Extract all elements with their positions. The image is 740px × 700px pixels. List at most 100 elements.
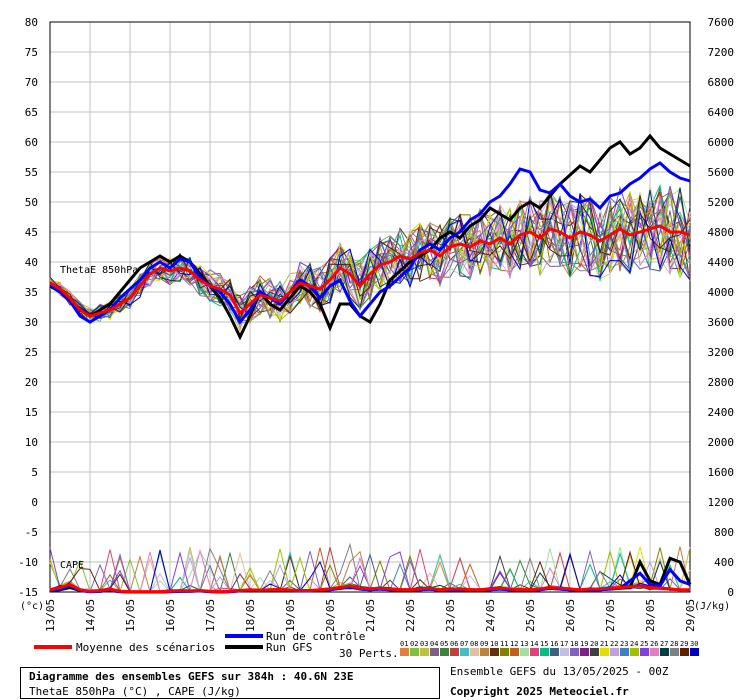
date-label: 21/05 [364,599,377,632]
date-label: 24/05 [484,599,497,632]
right-tick-label: 7600 [708,16,735,29]
left-tick-label: 75 [25,46,38,59]
perturbation-number: 10 [490,640,499,648]
perturbation-number: 06 [450,640,459,648]
perturbation-swatch [590,648,599,656]
title-box: Diagramme des ensembles GEFS sur 384h : … [20,667,440,699]
left-tick-label: 60 [25,136,38,149]
right-tick-label: 6400 [708,106,735,119]
date-label: 20/05 [324,599,337,632]
perturbation-number: 09 [480,640,489,648]
control-swatch [225,634,263,638]
perturbation-swatches [400,648,700,656]
perturbation-number: 11 [500,640,509,648]
right-tick-label: 2800 [708,376,735,389]
perturbation-number: 13 [520,640,529,648]
perturbation-number: 20 [590,640,599,648]
perturbation-number: 19 [580,640,589,648]
perturbation-thetae-line [49,193,691,323]
thetae-annotation: ThetaE 850hPa [60,265,138,276]
date-label: 18/05 [244,599,257,632]
date-label: 19/05 [284,599,297,632]
date-label: 29/05 [684,599,697,632]
left-tick-label: -5 [25,526,38,539]
perturbation-swatch [470,648,479,656]
perturbation-swatch [500,648,509,656]
left-tick-label: 55 [25,166,38,179]
right-tick-label: 5600 [708,166,735,179]
left-tick-label: 30 [25,316,38,329]
perturbation-number: 04 [430,640,439,648]
perturbation-number: 03 [420,640,429,648]
date-label: 27/05 [604,599,617,632]
right-axis-ticks: 7600720068006400600056005200480044004000… [708,16,735,599]
perturbation-number: 08 [470,640,479,648]
perturbation-number: 30 [690,640,699,648]
left-tick-label: 65 [25,106,38,119]
date-label: 14/05 [84,599,97,632]
perturbation-swatch [400,648,409,656]
perturbation-number: 17 [560,640,569,648]
run-info: Ensemble GEFS du 13/05/2025 - 00Z [450,665,669,678]
right-tick-label: 4400 [708,256,735,269]
left-tick-label: 80 [25,16,38,29]
mean-swatch [34,645,72,649]
right-tick-label: 4000 [708,286,735,299]
copyright: Copyright 2025 Meteociel.fr [450,685,629,698]
perturbation-swatch [420,648,429,656]
perturbation-swatch [540,648,549,656]
date-label: 25/05 [524,599,537,632]
thetae-line-mean [49,224,691,318]
left-tick-label: 25 [25,346,38,359]
left-tick-label: 45 [25,226,38,239]
right-tick-label: 6800 [708,76,735,89]
perturbation-swatch [660,648,669,656]
perturbation-swatch [670,648,679,656]
perturbation-swatch [430,648,439,656]
legend: Run de contrôle Run GFS Moyenne des scén… [0,630,740,700]
left-tick-label: 40 [25,256,38,269]
left-tick-label: 15 [25,406,38,419]
left-tick-label: 35 [25,286,38,299]
perturbation-number: 01 [400,640,409,648]
left-tick-label: 0 [31,496,38,509]
perturbation-swatch [600,648,609,656]
date-label: 22/05 [404,599,417,632]
perturbation-swatch [580,648,589,656]
date-label: 16/05 [164,599,177,632]
date-label: 13/05 [44,599,57,632]
perturbation-swatch [530,648,539,656]
left-unit-label: (°c) [20,601,44,612]
mean-legend-label: Moyenne des scénarios [76,641,216,654]
perturbation-swatch [520,648,529,656]
perturbation-swatch [410,648,419,656]
date-label: 23/05 [444,599,457,632]
perturbation-number: 02 [410,640,419,648]
perturbation-number: 29 [680,640,689,648]
perturbation-swatch [560,648,569,656]
right-tick-label: 3200 [708,346,735,359]
left-tick-label: -15 [18,586,38,599]
perturbation-number: 22 [610,640,619,648]
perturbation-number: 14 [530,640,539,648]
cape-line-mean [49,582,690,594]
perturbation-number: 28 [670,640,679,648]
main-series-lines [49,133,692,594]
left-tick-label: 5 [31,466,38,479]
right-tick-label: 400 [714,556,734,569]
perturbation-swatch [550,648,559,656]
perturbation-number: 25 [640,640,649,648]
control-legend-label: Run de contrôle [266,630,366,643]
perturbation-swatch [510,648,519,656]
right-tick-label: 1600 [708,466,735,479]
right-tick-label: 6000 [708,136,735,149]
perturbation-swatch [650,648,659,656]
date-label: 17/05 [204,599,217,632]
thetae-line-gfs [49,133,691,341]
cape-annotation: CAPE [60,560,84,571]
right-tick-label: 0 [727,586,734,599]
thetae-line-control [49,161,691,325]
perturbation-swatch [620,648,629,656]
